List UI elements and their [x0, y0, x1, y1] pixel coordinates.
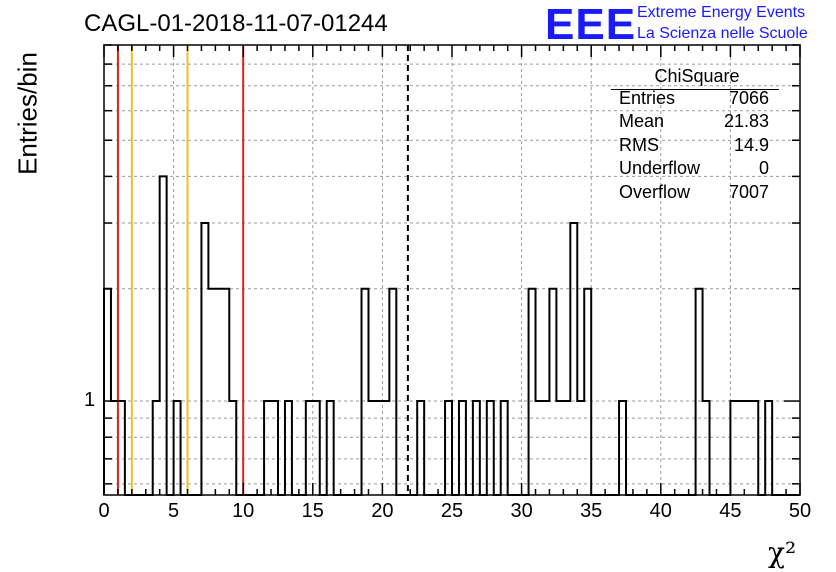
- x-tick-label: 15: [301, 500, 324, 522]
- chart-title: CAGL-01-2018-11-07-01244: [84, 10, 388, 37]
- stats-label: Overflow: [619, 181, 691, 202]
- stats-box: ChiSquare Entries 7066 Mean 21.83 RMS 14.9 …: [611, 66, 779, 205]
- x-tick-label: 30: [510, 500, 533, 522]
- stats-box-title: ChiSquare: [654, 66, 740, 86]
- x-tick-label: 5: [168, 500, 180, 522]
- x-tick-label: 25: [440, 500, 464, 522]
- x-tick-label: 35: [580, 500, 603, 522]
- eee-logo: EEE: [545, 0, 637, 49]
- stats-row-mean: Mean 21.83: [611, 111, 779, 134]
- stats-value: 0: [758, 158, 769, 179]
- stats-value: 14.9: [733, 134, 769, 155]
- stats-label: RMS: [619, 134, 659, 155]
- x-tick-label: 20: [371, 500, 394, 522]
- stats-label: Entries: [619, 88, 676, 108]
- stats-label: Underflow: [619, 158, 701, 179]
- stats-value: 7007: [728, 181, 769, 202]
- x-tick-label: 40: [649, 500, 672, 522]
- stats-value: 7066: [728, 88, 769, 108]
- x-axis-label: χ²: [768, 536, 797, 569]
- stats-row-entries: Entries 7066: [611, 88, 779, 111]
- stats-box-rule: [611, 89, 779, 90]
- x-tick-label: 50: [788, 500, 812, 522]
- x-tick-label: 10: [232, 500, 255, 522]
- stats-label: Mean: [619, 111, 665, 132]
- x-tick-label: 45: [719, 500, 742, 522]
- stats-row-overflow: Overflow 7007: [611, 182, 779, 205]
- stats-value: 21.83: [723, 111, 769, 132]
- x-tick-label: 0: [98, 500, 110, 522]
- logo-line-2: La Scienza nelle Scuole: [637, 25, 808, 42]
- stats-row-rms: RMS 14.9: [611, 135, 779, 158]
- y-tick-label: 1: [84, 389, 96, 412]
- stats-row-underflow: Underflow 0: [611, 158, 779, 181]
- logo-line-1: Extreme Energy Events: [637, 4, 806, 21]
